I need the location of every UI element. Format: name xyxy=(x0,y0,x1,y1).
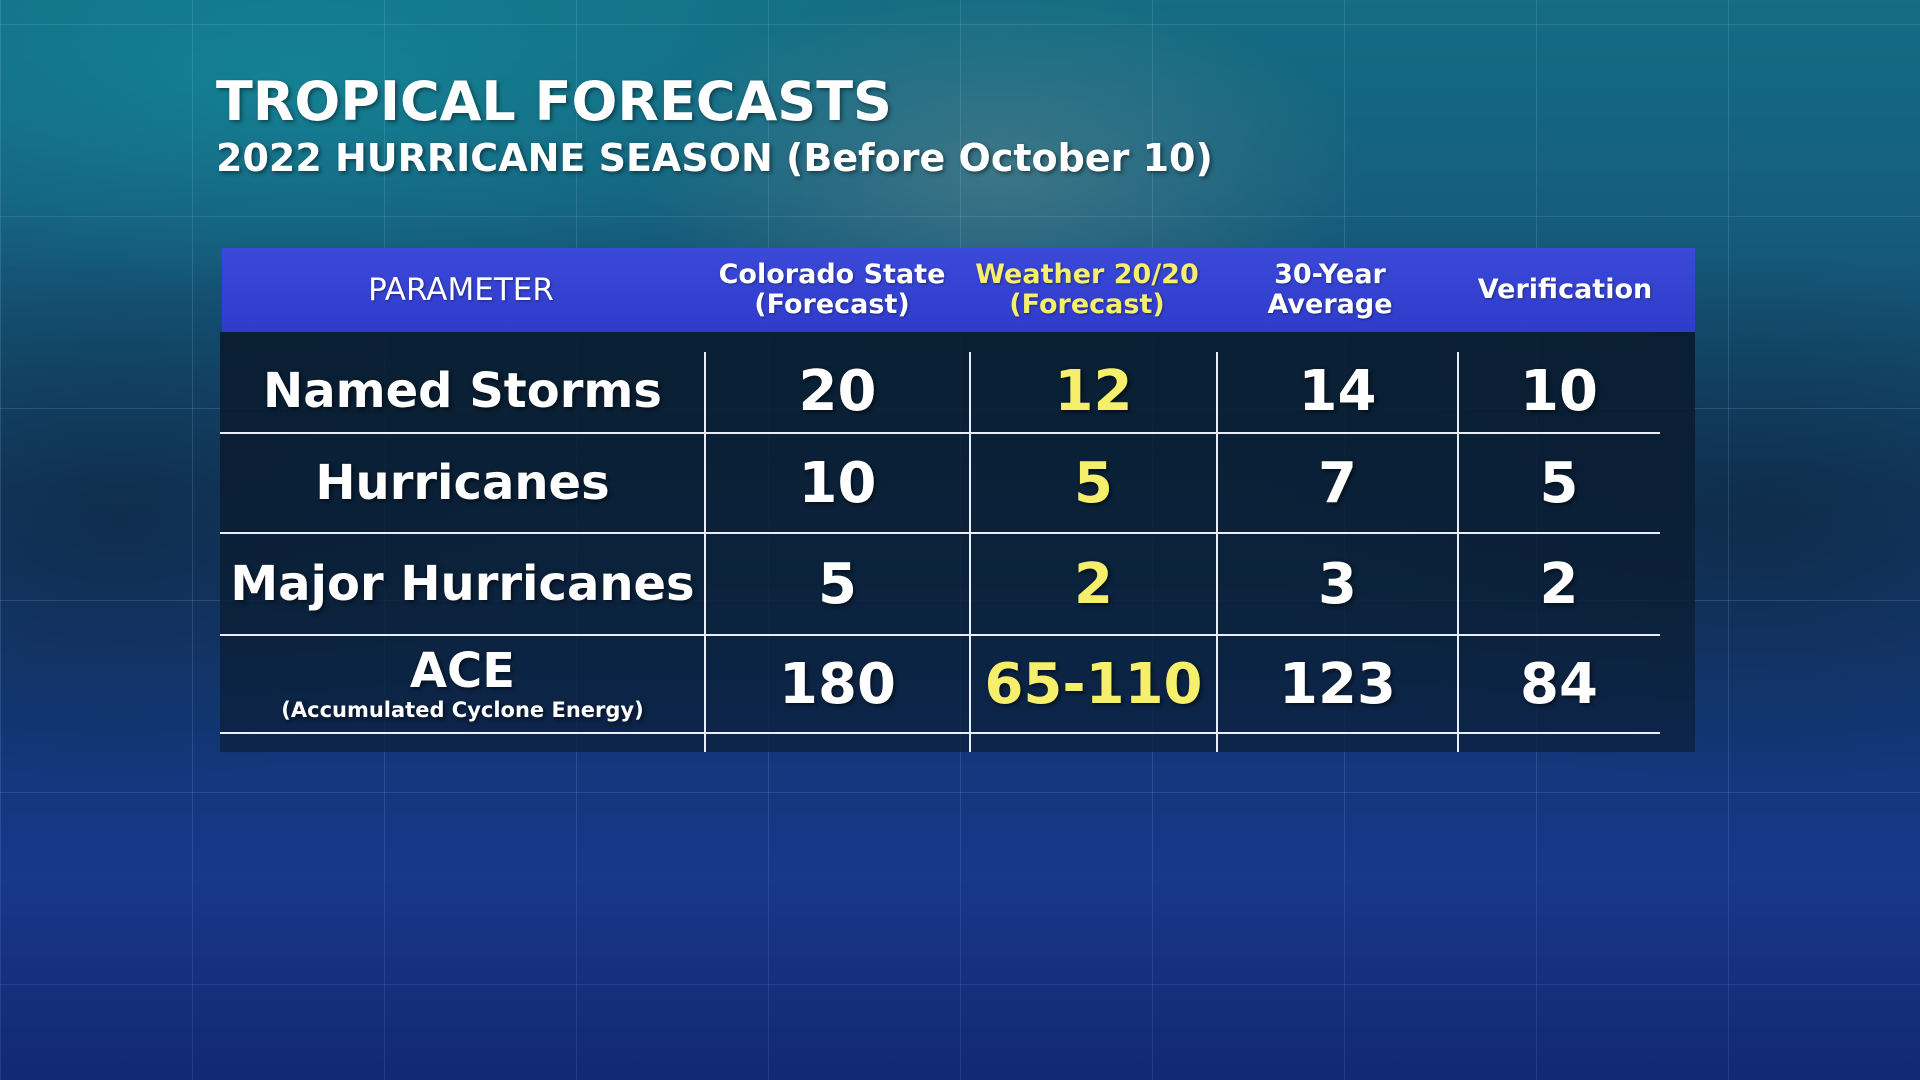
value-verification: 84 xyxy=(1520,651,1598,717)
table-header-row: PARAMETER Colorado State (Forecast) Weat… xyxy=(222,248,1695,332)
column-divider xyxy=(1216,352,1218,752)
ace-label: ACE xyxy=(409,643,516,699)
value-colorado-state: 5 xyxy=(818,551,857,617)
page-subtitle: 2022 HURRICANE SEASON (Before October 10… xyxy=(216,136,1213,180)
table-row-ace: ACE (Accumulated Cyclone Energy) 180 65-… xyxy=(220,636,1660,732)
value-weather-2020: 2 xyxy=(1074,551,1113,617)
table-row-named-storms: Named Storms 20 12 14 10 xyxy=(220,350,1660,432)
value-30-year-average: 3 xyxy=(1318,551,1357,617)
header-verification-label: Verification xyxy=(1477,274,1653,305)
row-label: Named Storms xyxy=(263,363,662,419)
forecast-table: PARAMETER Colorado State (Forecast) Weat… xyxy=(220,248,1695,752)
row-divider xyxy=(220,432,1660,434)
value-weather-2020: 65-110 xyxy=(984,651,1203,717)
header-colorado-state-line1: Colorado State xyxy=(718,259,946,290)
value-verification: 5 xyxy=(1539,450,1579,516)
table-row-major-hurricanes: Major Hurricanes 5 2 3 2 xyxy=(220,534,1660,634)
row-label: Major Hurricanes xyxy=(230,556,695,612)
header-parameter-label: PARAMETER xyxy=(368,272,554,308)
header-30-year-average: 30-Year Average xyxy=(1210,248,1450,332)
value-verification: 2 xyxy=(1539,551,1579,617)
column-divider xyxy=(1457,352,1459,752)
table-body: Named Storms 20 12 14 10 Hurricanes 10 5… xyxy=(220,332,1695,752)
header-weather-2020-line1: Weather 20/20 xyxy=(975,259,1199,290)
value-30-year-average: 7 xyxy=(1318,450,1357,516)
background-haze xyxy=(0,740,1920,1080)
value-30-year-average: 123 xyxy=(1279,651,1396,717)
header-colorado-state: Colorado State (Forecast) xyxy=(700,248,964,332)
value-colorado-state: 20 xyxy=(798,358,877,424)
column-divider xyxy=(704,352,706,752)
header-weather-2020: Weather 20/20 (Forecast) xyxy=(964,248,1210,332)
header-verification: Verification xyxy=(1450,248,1680,332)
header-30-year-average-line2: Average xyxy=(1267,289,1393,320)
value-verification: 10 xyxy=(1520,358,1598,424)
column-divider xyxy=(969,352,971,752)
row-label-ace: ACE (Accumulated Cyclone Energy) xyxy=(220,636,705,732)
row-divider xyxy=(220,634,1660,636)
row-divider-bottom xyxy=(220,732,1660,734)
header-parameter: PARAMETER xyxy=(222,248,700,332)
table-row-hurricanes: Hurricanes 10 5 7 5 xyxy=(220,434,1660,532)
value-weather-2020: 5 xyxy=(1074,450,1113,516)
page-title: TROPICAL FORECASTS xyxy=(216,70,892,133)
ace-sublabel: (Accumulated Cyclone Energy) xyxy=(281,698,644,722)
value-weather-2020: 12 xyxy=(1054,358,1133,424)
value-colorado-state: 180 xyxy=(779,651,896,717)
header-weather-2020-line2: (Forecast) xyxy=(1009,289,1165,320)
header-30-year-average-line1: 30-Year xyxy=(1274,259,1386,290)
row-divider xyxy=(220,532,1660,534)
value-30-year-average: 14 xyxy=(1298,358,1377,424)
header-colorado-state-line2: (Forecast) xyxy=(754,289,910,320)
value-colorado-state: 10 xyxy=(798,450,877,516)
row-label: Hurricanes xyxy=(315,455,610,511)
